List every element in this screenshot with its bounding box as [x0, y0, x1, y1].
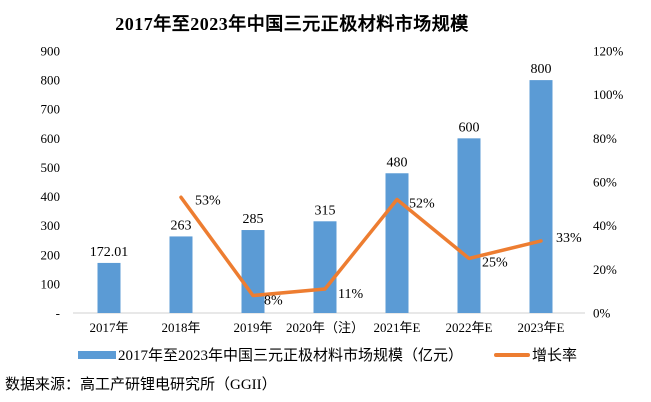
- bar-value-label: 800: [531, 62, 552, 77]
- bar-value-label: 263: [171, 218, 192, 233]
- growth-point-label: 53%: [195, 193, 221, 208]
- bar-2023年E: [529, 80, 553, 313]
- x-axis-label: 2018年: [161, 320, 200, 335]
- growth-point-label: 33%: [556, 231, 582, 246]
- right-axis-tick-label: 0%: [593, 306, 611, 321]
- left-axis-tick-label: 700: [41, 102, 61, 117]
- left-axis-tick-label: 900: [41, 44, 61, 59]
- bar-2022年E: [457, 138, 481, 313]
- right-axis-tick-label: 100%: [593, 87, 624, 102]
- bar-2017年: [97, 262, 121, 313]
- growth-point-label: 11%: [338, 287, 363, 302]
- legend-item-market-size: 2017年至2023年中国三元正极材料市场规模（亿元）: [78, 344, 463, 365]
- chart-legend: 2017年至2023年中国三元正极材料市场规模（亿元） 增长率: [0, 344, 651, 364]
- bar-value-label: 315: [315, 203, 336, 218]
- left-axis-tick-label: 400: [41, 189, 61, 204]
- legend-growth-rate-label: 增长率: [532, 348, 578, 364]
- x-axis-label: 2019年: [233, 320, 272, 335]
- x-axis-label: 2021年E: [374, 320, 421, 335]
- bar-value-label: 172.01: [90, 245, 129, 260]
- right-axis-tick-label: 60%: [593, 175, 617, 190]
- left-axis-tick-label: 600: [41, 131, 61, 146]
- bar-2019年: [241, 230, 265, 313]
- left-axis-tick-label: 300: [41, 218, 61, 233]
- legend-bar-swatch-icon: [78, 350, 116, 359]
- legend-line-swatch-icon: [494, 352, 530, 357]
- left-axis-tick-label: -: [56, 306, 60, 321]
- left-axis-tick-label: 200: [41, 247, 61, 262]
- left-axis-tick-label: 100: [41, 276, 61, 291]
- right-axis-tick-label: 80%: [593, 131, 617, 146]
- left-axis-tick-label: 800: [41, 73, 61, 88]
- growth-point-label: 52%: [409, 196, 435, 211]
- growth-point-label: 8%: [264, 294, 283, 309]
- data-source-note: 数据来源：高工产研锂电研究所（GGII）: [5, 377, 277, 393]
- right-axis-tick-label: 120%: [593, 44, 624, 59]
- growth-rate-line: [179, 195, 543, 298]
- right-axis-tick-label: 20%: [593, 262, 617, 277]
- bar-2021年E: [385, 173, 409, 313]
- right-axis-tick-label: 40%: [593, 218, 617, 233]
- x-axis-label: 2023年E: [518, 320, 565, 335]
- bar-value-label: 480: [387, 155, 408, 170]
- chart-title: 2017年至2023年中国三元正极材料市场规模: [115, 14, 469, 34]
- bar-2020年（注）: [313, 221, 337, 313]
- chart-plot-area: - 100 200 300 400 500 600 700 800 900 0% 20% 40% 60% 8…: [41, 44, 624, 336]
- legend-item-growth-rate: 增长率: [494, 344, 577, 365]
- legend-market-size-label: 2017年至2023年中国三元正极材料市场规模（亿元）: [118, 348, 464, 364]
- x-axis-label: 2017年: [89, 320, 128, 335]
- growth-point-label: 25%: [482, 255, 508, 270]
- bar-value-label: 285: [243, 212, 264, 227]
- x-axis-label: 2020年（注）: [286, 320, 364, 335]
- bar-value-label: 600: [459, 120, 480, 135]
- bar-2018年: [169, 236, 193, 313]
- left-axis-tick-label: 500: [41, 160, 61, 175]
- x-axis-label: 2022年E: [446, 320, 493, 335]
